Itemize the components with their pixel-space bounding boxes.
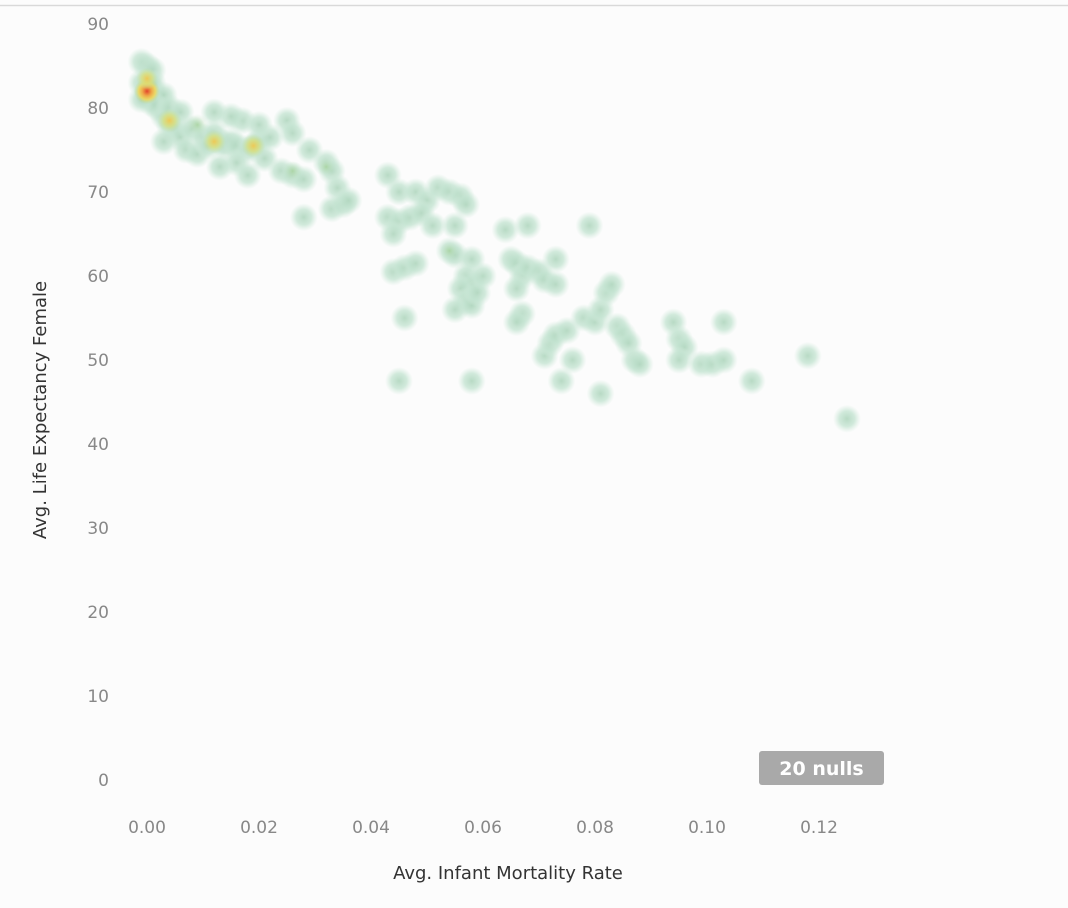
data-point xyxy=(502,308,531,337)
data-point xyxy=(575,211,604,240)
nulls-label[interactable]: 20 nulls xyxy=(779,758,863,780)
y-axis-title: Avg. Life Expectancy Female xyxy=(30,281,51,539)
x-tick-label: 0.12 xyxy=(800,818,838,838)
data-point xyxy=(390,304,419,332)
nulls-indicator[interactable]: 20 nulls xyxy=(759,751,884,785)
data-point xyxy=(541,270,570,299)
data-point xyxy=(441,211,469,240)
data-point xyxy=(245,110,273,139)
density-hotspot xyxy=(136,67,158,90)
density-hotspot xyxy=(157,108,182,133)
density-hotspot xyxy=(282,161,303,181)
x-tick-label: 0.04 xyxy=(352,818,390,838)
data-point xyxy=(401,249,430,278)
y-tick-label: 20 xyxy=(87,603,109,623)
y-tick-label: 30 xyxy=(87,519,109,539)
x-axis-title: Avg. Infant Mortality Rate xyxy=(393,863,623,884)
data-point xyxy=(558,346,587,374)
nulls-badge[interactable] xyxy=(759,751,884,785)
data-point xyxy=(547,367,576,395)
x-axis-ticks: 0.00 0.02 0.04 0.06 0.08 0.10 0.12 xyxy=(128,818,838,838)
y-tick-label: 70 xyxy=(87,183,109,203)
x-tick-label: 0.00 xyxy=(128,818,166,838)
data-point xyxy=(379,220,408,248)
data-point xyxy=(200,98,229,127)
y-tick-label: 10 xyxy=(87,687,109,707)
data-point xyxy=(491,215,520,244)
x-tick-label: 0.06 xyxy=(464,818,502,838)
data-point xyxy=(709,346,738,374)
y-axis-ticks: 0 10 20 30 40 50 60 70 80 90 xyxy=(87,15,109,791)
density-hotspot xyxy=(186,113,209,136)
data-point xyxy=(625,350,654,379)
data-point xyxy=(385,367,413,395)
data-point xyxy=(597,270,626,299)
data-point xyxy=(149,127,178,156)
density-hotspot xyxy=(202,129,227,154)
y-tick-label: 50 xyxy=(87,351,109,371)
data-point xyxy=(418,211,447,240)
data-point xyxy=(502,274,531,303)
data-point xyxy=(469,262,497,290)
y-tick-label: 80 xyxy=(87,99,109,119)
data-point xyxy=(586,379,615,408)
density-hotspot xyxy=(440,241,459,260)
data-point xyxy=(205,152,234,181)
data-point xyxy=(541,245,570,274)
density-hotspots xyxy=(134,67,459,260)
density-hotspot xyxy=(317,157,336,176)
data-point xyxy=(709,308,738,337)
y-tick-label: 90 xyxy=(87,15,109,35)
data-point xyxy=(334,186,363,215)
data-point xyxy=(289,203,318,232)
data-point xyxy=(513,211,542,240)
data-point xyxy=(665,346,693,374)
x-tick-label: 0.02 xyxy=(240,818,278,838)
data-point xyxy=(452,190,481,219)
y-tick-label: 60 xyxy=(87,267,109,287)
data-point xyxy=(793,341,822,370)
density-hotspot xyxy=(241,133,266,158)
x-tick-label: 0.10 xyxy=(688,818,726,838)
x-tick-label: 0.08 xyxy=(576,818,614,838)
data-point xyxy=(457,367,486,395)
y-tick-label: 40 xyxy=(87,435,109,455)
data-point xyxy=(833,404,861,433)
data-point xyxy=(737,367,766,395)
y-tick-label: 0 xyxy=(98,771,109,791)
